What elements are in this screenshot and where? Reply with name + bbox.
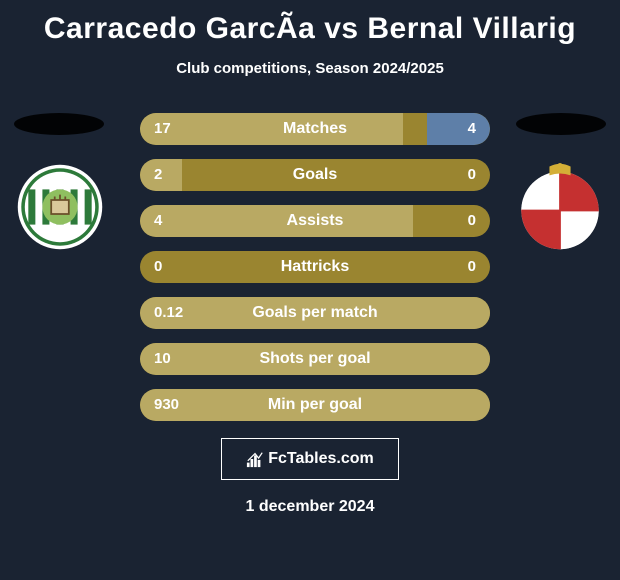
crest-shadow-left <box>14 113 104 135</box>
cordoba-crest-icon <box>16 163 104 251</box>
sporting-crest-icon <box>516 163 604 251</box>
branding-text: FcTables.com <box>268 450 374 468</box>
bar-label: Goals per match <box>140 297 490 329</box>
comparison-chart: 174Matches 20Goals 40Assists 00Hattricks 0.1… <box>0 105 620 425</box>
bar-row: 40Assists <box>140 205 490 237</box>
page-subtitle: Club competitions, Season 2024/2025 <box>0 60 620 77</box>
bar-label: Min per goal <box>140 389 490 421</box>
bar-row: 20Goals <box>140 159 490 191</box>
fctables-logo-icon <box>246 450 264 468</box>
bar-row: 00Hattricks <box>140 251 490 283</box>
bars-container: 174Matches 20Goals 40Assists 00Hattricks 0.1… <box>140 113 490 435</box>
crest-shadow-right <box>516 113 606 135</box>
page-title: Carracedo GarcÃ­a vs Bernal Villarig <box>0 0 620 46</box>
bar-label: Hattricks <box>140 251 490 283</box>
branding-box: FcTables.com <box>221 438 399 480</box>
bar-row: 10Shots per goal <box>140 343 490 375</box>
bar-row: 174Matches <box>140 113 490 145</box>
date-label: 1 december 2024 <box>0 498 620 516</box>
bar-row: 930Min per goal <box>140 389 490 421</box>
bar-row: 0.12Goals per match <box>140 297 490 329</box>
bar-label: Assists <box>140 205 490 237</box>
bar-label: Shots per goal <box>140 343 490 375</box>
bar-label: Matches <box>140 113 490 145</box>
bar-label: Goals <box>140 159 490 191</box>
team-crest-right <box>516 163 604 251</box>
team-crest-left <box>16 163 104 251</box>
